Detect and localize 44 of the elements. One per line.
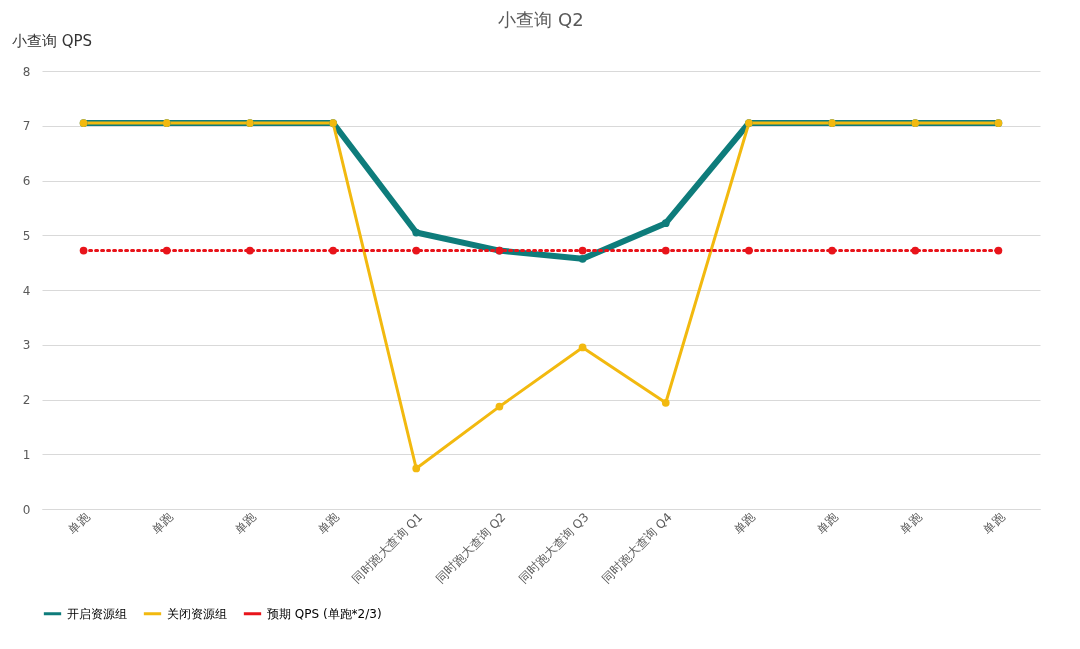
point: [661, 246, 670, 255]
point: [412, 228, 421, 237]
x-tick-label: 单跑: [980, 510, 1008, 537]
point: [578, 343, 587, 352]
point: [828, 246, 836, 255]
point: [246, 246, 254, 255]
point: [994, 246, 1003, 255]
y-tick-label: 0: [22, 502, 31, 517]
point: [162, 246, 171, 255]
x-tick-label: 单跑: [731, 510, 758, 537]
legend-label: 预期 QPS (单跑*2/3): [267, 606, 382, 621]
y-axis-title: 小查询 QPS: [12, 32, 93, 50]
x-tick-label: 单跑: [148, 510, 176, 537]
x-tick-label: 单跑: [232, 510, 259, 537]
point: [911, 246, 920, 255]
x-tick-label: 单跑: [65, 510, 93, 537]
point: [329, 246, 337, 255]
x-tick-label: 单跑: [315, 510, 343, 537]
x-tick-label: 单跑: [897, 510, 925, 537]
y-tick-label: 3: [22, 338, 31, 353]
y-tick-label: 2: [22, 393, 31, 407]
point: [79, 246, 88, 255]
x-tick-label: 同时跑大查询 Q4: [599, 510, 675, 586]
point: [578, 246, 587, 255]
y-tick-label: 7: [22, 119, 31, 134]
y-tick-label: 8: [22, 64, 31, 79]
point: [578, 254, 587, 263]
chart-title: 小查询 Q2: [498, 9, 584, 30]
y-tick-label: 4: [22, 283, 31, 298]
point: [661, 219, 670, 228]
point: [745, 246, 753, 255]
legend-label: 关闭资源组: [167, 606, 227, 621]
x-tick-label: 同时跑大查询 Q1: [349, 510, 426, 586]
legend-label: 开启资源组: [67, 606, 127, 621]
x-tick-label: 单跑: [814, 510, 842, 537]
point: [412, 246, 421, 255]
y-tick-label: 5: [22, 228, 31, 243]
y-tick-label: 6: [22, 174, 31, 188]
point: [412, 464, 421, 473]
x-tick-label: 同时跑大查询 Q2: [432, 510, 509, 586]
point: [661, 398, 670, 407]
y-tick-label: 1: [22, 447, 31, 462]
x-tick-label: 同时跑大查询 Q3: [515, 510, 592, 586]
point: [495, 402, 504, 411]
